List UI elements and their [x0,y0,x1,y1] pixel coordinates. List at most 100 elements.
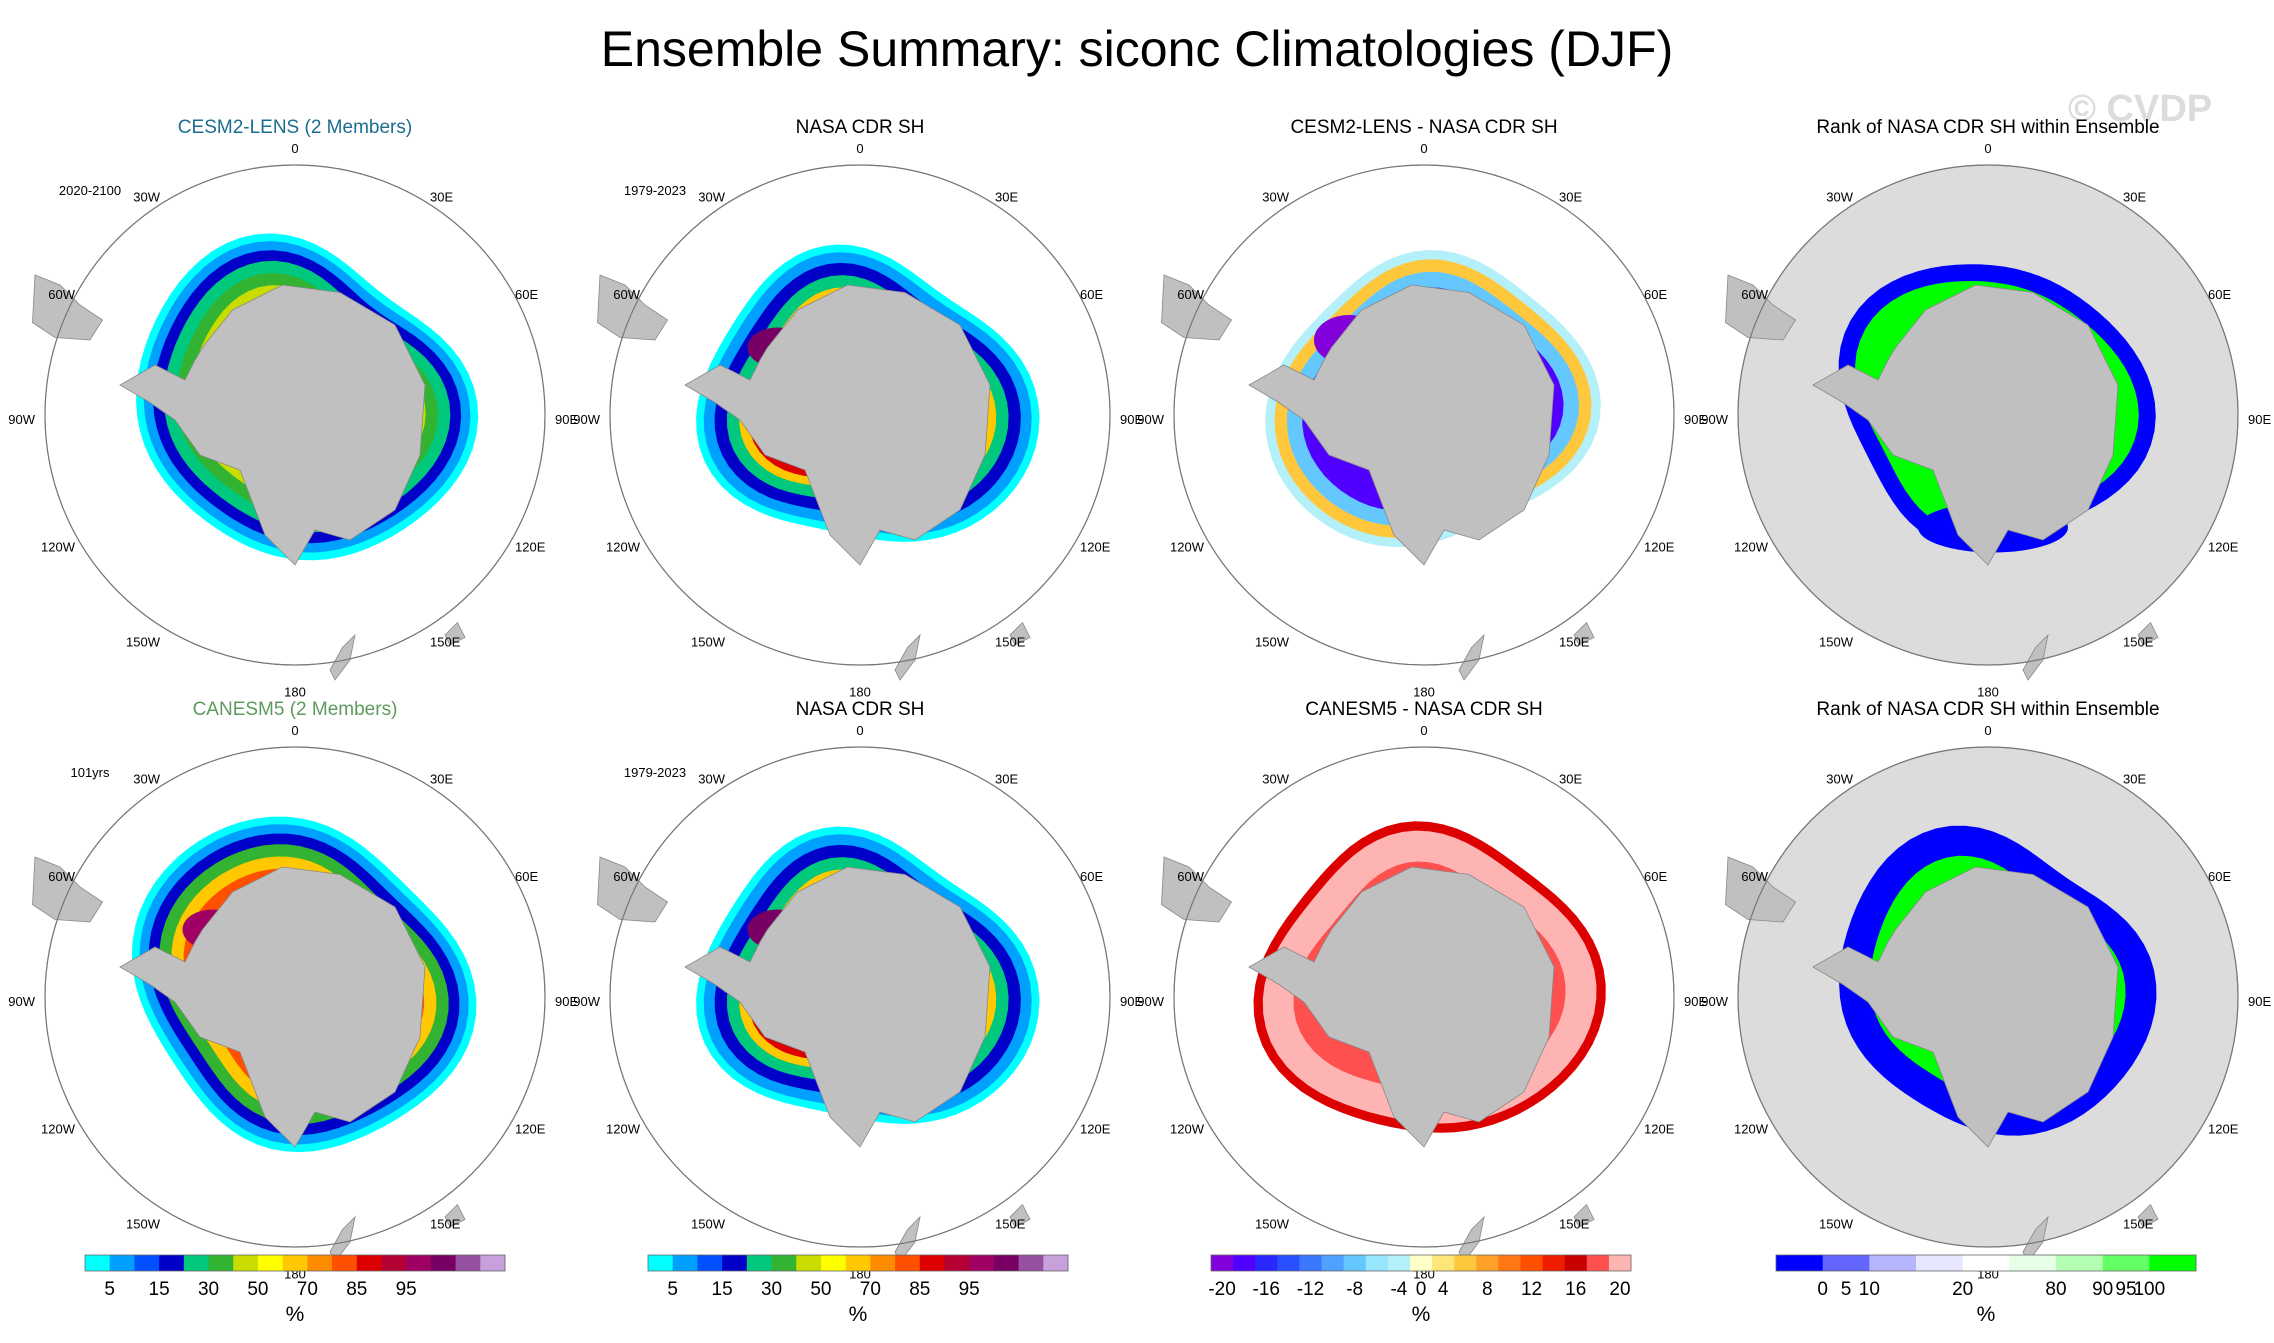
longitude-label: 30E [2123,772,2146,787]
colorbar-swatch [1255,1255,1278,1271]
colorbar-frame [1775,1254,2197,1272]
colorbar-swatch [2056,1255,2104,1271]
longitude-label: 150W [1819,1217,1854,1232]
longitude-label: 90W [573,412,600,427]
tasmania-land [2137,621,2159,646]
longitude-label: 0 [1984,141,1991,156]
colorbar-swatch [697,1255,723,1271]
antarctica-land [1812,866,2119,1148]
south-america-land [1161,856,1233,923]
longitude-label: 60W [1177,287,1204,302]
colorbar-swatch [455,1255,481,1271]
colorbar-tick-label: 5 [667,1279,678,1300]
map-outline [1737,746,2239,1248]
longitude-label: 90E [1684,994,1707,1009]
colorbar-swatch [993,1255,1020,1271]
longitude-label: 30E [430,190,453,205]
colorbar-swatch [159,1255,185,1271]
panel-title: NASA CDR SH [796,699,925,720]
colorbar-frame [647,1254,1069,1272]
longitude-label: 30E [1559,190,1582,205]
panel-title: CANESM5 - NASA CDR SH [1305,699,1543,720]
colorbar-frame [84,1254,506,1272]
south-america-land [1725,856,1797,923]
colorbar-swatch [1454,1255,1477,1271]
longitude-label: 180 [1977,685,1999,700]
map-panel: NASA CDR SH 1979-2023 0 30E 60E 90E 120E 150E 18… [573,117,1143,700]
colorbar-swatch [746,1255,773,1271]
colorbar-swatch [282,1255,308,1271]
antarctica-land [1248,866,1555,1148]
longitude-label: 60E [1644,287,1667,302]
longitude-label: 150E [430,635,461,650]
longitude-label: 30E [430,772,453,787]
colorbar-tick-label: 50 [810,1279,831,1300]
longitude-label: 180 [284,685,306,700]
longitude-label: 60E [515,287,538,302]
colorbar-tick-label: 15 [712,1279,733,1300]
map-panel: CESM2-LENS - NASA CDR SH 0 30E 60E 90E 120E 15… [1137,117,1707,700]
tasmania-land [2137,1203,2159,1228]
longitude-label: 60E [2208,869,2231,884]
colorbar-swatch [1365,1255,1389,1271]
colorbar-tick-label: 95 [396,1279,417,1300]
longitude-label: 120W [606,540,641,555]
cvdp-watermark: © CVDP [2068,88,2213,130]
colorbar-swatch [109,1255,135,1271]
colorbar-unit: % [286,1303,305,1326]
longitude-label: 120E [1080,540,1111,555]
map-panel: CANESM5 - NASA CDR SH 0 30E 60E 90E 120E 150E 1… [1137,699,1707,1282]
longitude-label: 0 [856,723,863,738]
map-outline [609,164,1111,666]
colorbar-swatch [1869,1255,1917,1271]
longitude-label: 0 [1420,141,1427,156]
colorbar: 5 15 30 50 70 85 95% [647,1254,1069,1326]
new-zealand-land [329,633,356,681]
colorbar-swatch [845,1255,871,1271]
colorbar-tick-label: -8 [1346,1279,1363,1300]
longitude-label: 150W [126,1217,161,1232]
colorbar-swatch [430,1255,457,1271]
new-zealand-land [894,633,921,681]
colorbar-tick-label: 12 [1521,1279,1542,1300]
map-outline [1173,746,1675,1248]
longitude-label: 60E [515,869,538,884]
longitude-label: 120E [1080,1122,1111,1137]
longitude-label: 60W [48,869,75,884]
colorbar-swatch [2149,1255,2197,1271]
tasmania-land [1573,1203,1595,1228]
colorbar-swatch [969,1255,995,1271]
colorbar-unit: % [1412,1303,1431,1326]
longitude-label: 150E [2123,1217,2154,1232]
longitude-label: 30W [1826,772,1853,787]
longitude-label: 30W [133,772,160,787]
longitude-label: 90E [1120,412,1143,427]
longitude-label: 150W [691,635,726,650]
longitude-label: 0 [1984,723,1991,738]
colorbar-swatch [1018,1255,1044,1271]
longitude-label: 150W [126,635,161,650]
map-outline [609,746,1111,1248]
antarctica-land [1248,284,1555,566]
tasmania-land [1009,621,1031,646]
longitude-label: 30W [1262,772,1289,787]
colorbar-swatch [1520,1255,1544,1271]
colorbar-tick-label: 70 [860,1279,881,1300]
colorbar-swatch [480,1255,506,1271]
panel-title: CESM2-LENS (2 Members) [178,117,412,138]
map-outline [1173,164,1675,666]
colorbar-swatch [332,1255,358,1271]
panel-period: 101yrs [70,765,110,780]
longitude-label: 120W [1170,1122,1205,1137]
south-america-land [597,274,669,341]
longitude-label: 90W [1137,994,1164,1009]
longitude-label: 120W [1734,540,1769,555]
south-america-land [32,856,104,923]
longitude-label: 90E [555,994,578,1009]
longitude-label: 180 [1413,685,1435,700]
colorbar-swatch [1476,1255,1499,1271]
longitude-label: 60E [2208,287,2231,302]
colorbar-swatch [2009,1255,2057,1271]
colorbar-tick-label: 70 [297,1279,318,1300]
